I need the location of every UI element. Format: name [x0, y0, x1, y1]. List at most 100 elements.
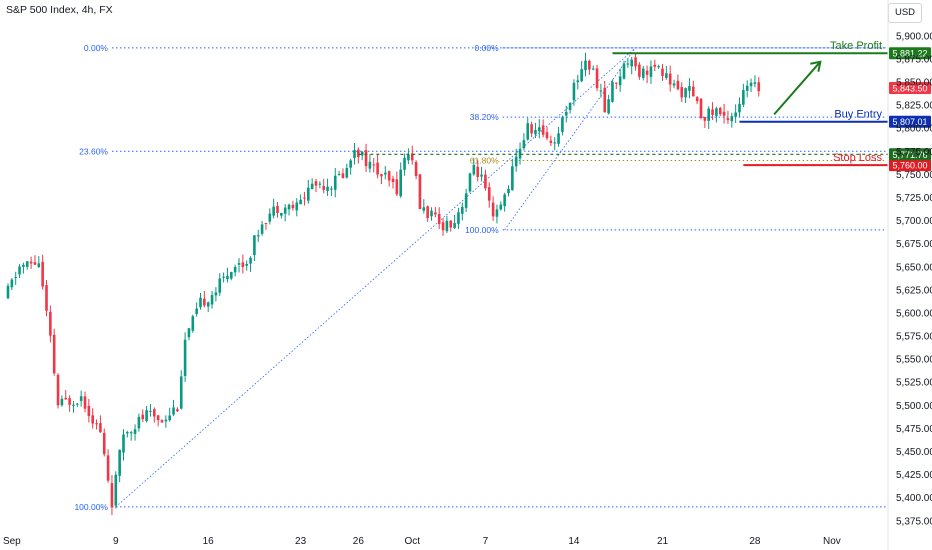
candle-body — [491, 202, 495, 217]
candle-body — [303, 197, 306, 199]
candle-body — [507, 188, 510, 194]
candle-body — [476, 166, 479, 178]
candle-body — [307, 187, 310, 201]
candle-body — [260, 224, 264, 234]
candle-body — [618, 76, 622, 86]
candle-body — [256, 235, 260, 237]
candle-body — [87, 405, 91, 417]
y-tick-label: 5,700.00 — [896, 216, 932, 227]
candle-body — [179, 376, 183, 409]
fib-level-label: 23.60% — [79, 146, 108, 156]
candle-body — [357, 149, 360, 158]
candle-body — [738, 103, 741, 113]
candle-body — [595, 68, 599, 89]
candle-body — [218, 278, 222, 293]
candle-body — [345, 168, 349, 178]
candle-body — [472, 164, 476, 175]
candle-body — [83, 396, 87, 409]
candle-body — [384, 172, 387, 175]
x-tick-label: 9 — [113, 536, 119, 547]
candle-body — [337, 174, 341, 176]
candle-body — [588, 60, 591, 70]
candle-body — [726, 118, 730, 121]
candle-body — [133, 429, 137, 435]
candle-body — [757, 82, 761, 92]
y-tick-label: 5,650.00 — [896, 262, 932, 273]
x-tick-label: 14 — [568, 536, 580, 547]
candle-body — [657, 66, 660, 68]
candle-body — [106, 455, 110, 481]
candle-body — [29, 261, 33, 264]
candle-body — [76, 403, 79, 405]
x-tick-label: Nov — [823, 536, 841, 547]
candle-body — [287, 204, 291, 210]
price-tag-label: 5,771.76 — [892, 150, 927, 160]
candle-body — [222, 276, 225, 278]
candle-body — [118, 449, 121, 476]
candle-body — [280, 212, 283, 216]
candle-body — [56, 374, 60, 406]
fibonacci-retracements: 0.00% 23.60% 100.00% 0.00% 38.20% 61.80% 100.0… — [74, 43, 886, 512]
candle-body — [607, 99, 610, 114]
candle-body — [688, 86, 691, 91]
y-tick-label: 5,425.00 — [896, 470, 932, 481]
y-tick-label: 5,575.00 — [896, 332, 932, 343]
candle-body — [91, 415, 94, 424]
fib-level-label: 38.20% — [470, 112, 499, 122]
candle-body — [649, 66, 653, 77]
x-tick-label: 23 — [295, 536, 307, 547]
x-tick-label: Oct — [404, 536, 420, 547]
y-tick-label: 5,800.00 — [896, 124, 932, 135]
candle-body — [333, 175, 337, 190]
candle-body — [668, 73, 672, 85]
candle-body — [572, 82, 576, 101]
candle-body — [203, 298, 206, 306]
candle-body — [661, 68, 664, 76]
candle-body — [676, 80, 680, 90]
y-tick-label: 5,875.00 — [896, 54, 932, 65]
candle-body — [422, 207, 426, 211]
trade-levels: Take Profit 5,881.22 Buy Entry 5,807.01 Stop… — [358, 40, 931, 172]
candle-body — [487, 187, 491, 201]
candle-body — [430, 210, 433, 217]
candle-body — [49, 311, 52, 336]
x-tick-label: Sep — [3, 536, 21, 547]
candle-body — [564, 111, 568, 116]
candle-body — [33, 262, 37, 265]
candle-body — [314, 181, 318, 186]
candle-body — [541, 125, 545, 135]
candle-body — [526, 123, 530, 140]
candle-body — [122, 434, 125, 453]
candle-body — [615, 82, 618, 84]
candle-body — [299, 199, 302, 205]
candle-body — [187, 328, 191, 338]
candle-body — [576, 80, 580, 83]
candle-body — [530, 124, 533, 134]
candle-body — [580, 69, 583, 82]
price-tag — [889, 82, 931, 95]
candle-body — [272, 206, 275, 216]
chart-title: S&P 500 Index, 4h, FX — [6, 4, 113, 16]
price-tag — [889, 115, 931, 128]
candle-body — [557, 133, 560, 144]
candle-body — [214, 292, 218, 296]
candle-body — [330, 188, 333, 190]
candle-body — [253, 235, 256, 256]
candle-body — [561, 117, 564, 132]
candle-body — [210, 295, 214, 305]
y-tick-label: 5,900.00 — [896, 31, 932, 42]
candle-body — [403, 157, 406, 170]
price-tag-label: 5,760.00 — [892, 161, 927, 171]
candle-body — [126, 432, 129, 434]
candle-body — [6, 285, 10, 299]
candle-body — [591, 68, 595, 70]
fib-level-label: 0.00% — [84, 43, 109, 53]
axes: 5,375.00 5,400.00 5,425.00 5,450.00 5,475.00… — [3, 0, 932, 550]
candle-body — [464, 193, 468, 208]
candle-body — [468, 173, 472, 192]
level-label: Stop Loss — [833, 152, 882, 164]
price-tag — [889, 159, 931, 172]
candle-body — [699, 98, 703, 118]
candle-body — [692, 86, 695, 97]
